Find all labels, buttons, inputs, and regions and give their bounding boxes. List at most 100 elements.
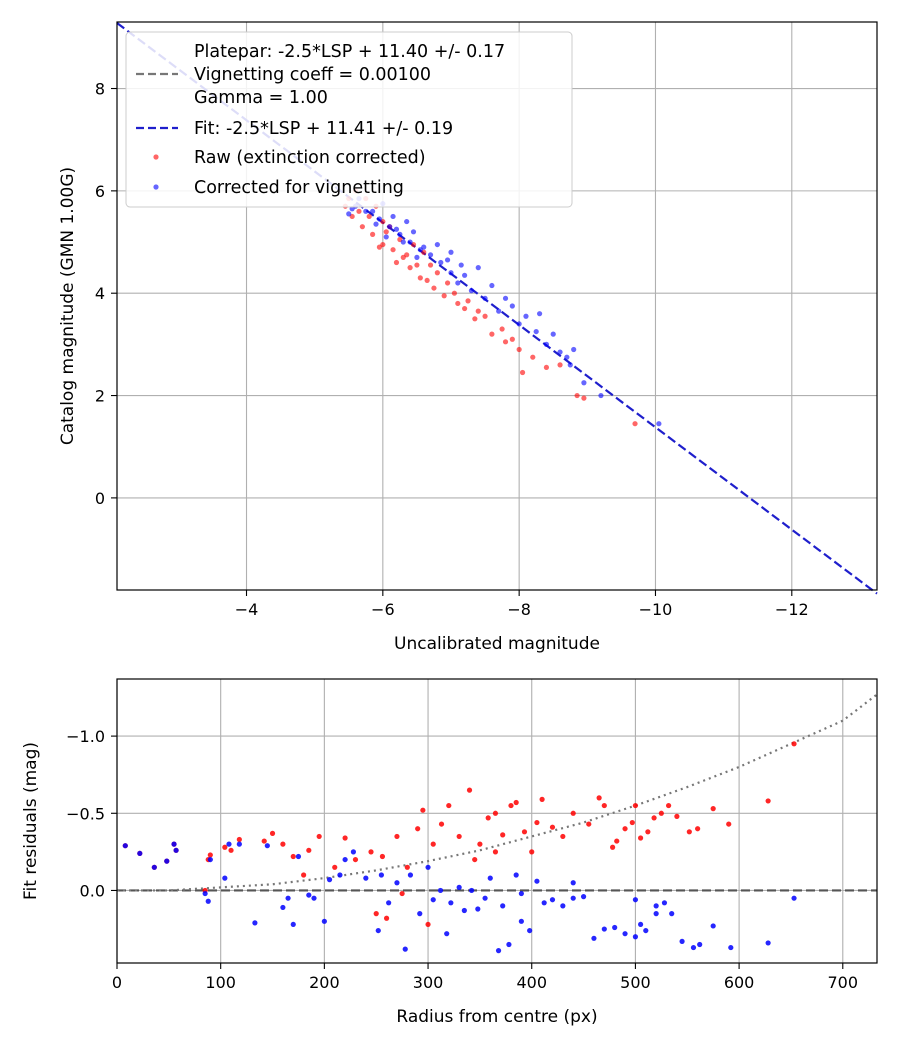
residuals-raw-point: [508, 802, 514, 809]
residuals-corrected-point: [765, 940, 771, 946]
residuals-corrected-point: [326, 877, 333, 883]
legend-platepar-label: Platepar: -2.5*LSP + 11.40 +/- 0.17: [194, 42, 505, 62]
calibration-corrected-point: [516, 321, 522, 327]
residuals-corrected-point: [417, 911, 423, 917]
residuals-raw-point: [638, 835, 644, 841]
calibration-raw-point: [356, 208, 362, 214]
residuals-corrected-point: [653, 903, 659, 909]
calibration-corrected-point: [533, 328, 539, 335]
calibration-corrected-point: [376, 216, 383, 222]
residuals-corrected-point: [285, 895, 291, 901]
residuals-corrected-point: [622, 931, 628, 937]
residuals-raw-point: [529, 849, 535, 855]
residuals-corrected-point: [469, 887, 475, 894]
calibration-corrected-point: [434, 241, 440, 248]
calibration-x-tick-label: −12: [775, 600, 809, 619]
calibration-corrected-point: [523, 313, 529, 319]
residuals-y-tick-label: −0.5: [66, 804, 105, 823]
residuals-y-tick-label: 0.0: [80, 881, 105, 900]
residuals-raw-point: [207, 852, 213, 858]
calibration-corrected-point: [581, 380, 587, 386]
calibration-corrected-point: [537, 311, 543, 317]
calibration-corrected-point: [571, 346, 577, 353]
calibration-raw-point: [441, 293, 447, 299]
residuals-raw-point: [596, 795, 602, 801]
calibration-raw-point: [502, 339, 509, 345]
calibration-plot-frame: [116, 21, 878, 591]
calibration-corrected-point: [448, 249, 454, 255]
calibration-corrected-point: [550, 331, 556, 337]
residuals-corrected-point: [728, 944, 734, 951]
residuals-raw-point: [791, 741, 797, 747]
residuals-corrected-point: [697, 941, 703, 948]
calibration-corrected-point: [370, 208, 376, 214]
residuals-corrected-point: [425, 864, 431, 870]
calibration-corrected-point: [557, 349, 563, 355]
residuals-corrected-point: [495, 948, 502, 954]
calibration-corrected-point: [468, 288, 475, 294]
residuals-corrected-point: [363, 875, 369, 881]
residuals-raw-point: [446, 802, 452, 809]
calibration-corrected-point: [502, 295, 509, 301]
residuals-raw-point: [560, 833, 566, 840]
residuals-corrected-point: [226, 841, 232, 847]
residuals-plot-frame: [116, 678, 878, 964]
residuals-raw-point: [404, 864, 410, 870]
calibration-corrected-point: [387, 224, 393, 230]
calibration-corrected-point: [448, 270, 454, 276]
calibration-raw-point: [581, 395, 587, 401]
residuals-corrected-point: [527, 927, 533, 934]
residuals-y-axis-label: Fit residuals (mag): [21, 742, 41, 900]
residuals-raw-point: [415, 826, 421, 832]
residuals-raw-point: [492, 849, 499, 855]
residuals-x-tick-label: 100: [205, 973, 236, 992]
calibration-corrected-point: [455, 280, 461, 286]
residuals-y-tick-label: −1.0: [66, 727, 105, 746]
residuals-raw-point: [438, 821, 445, 827]
residuals-corrected-point: [690, 944, 697, 951]
calibration-raw-point: [414, 262, 420, 268]
residuals-corrected-point: [500, 903, 506, 909]
calibration-corrected-point: [438, 259, 444, 266]
residuals-corrected-point: [506, 941, 512, 948]
residuals-corrected-point: [407, 872, 414, 878]
calibration-y-tick-label: 2: [95, 387, 105, 406]
calibration-corrected-point: [509, 303, 515, 309]
residuals-lines: [117, 693, 878, 892]
residuals-raw-point: [301, 872, 307, 878]
legend-corrected-label: Corrected for vignetting: [194, 178, 404, 198]
calibration-corrected-point: [458, 262, 464, 268]
residuals-corrected-point: [173, 847, 179, 853]
residuals-corrected-point: [513, 872, 519, 878]
residuals-corrected-point: [580, 894, 587, 900]
residuals-corrected-point: [375, 927, 381, 934]
calibration-raw-point: [366, 213, 372, 220]
residuals-corrected-point: [402, 946, 408, 952]
residuals-corrected-point: [137, 850, 143, 857]
calibration-corrected-point: [404, 218, 410, 225]
residuals-corrected-point: [632, 934, 639, 940]
residuals-raw-point: [726, 821, 732, 827]
residuals-raw-point: [622, 826, 628, 832]
calibration-corrected-point: [363, 208, 369, 214]
residuals-raw-point: [379, 853, 386, 860]
residuals-raw-point: [425, 921, 431, 928]
residuals-raw-point: [332, 864, 338, 870]
legend-box: [125, 31, 573, 208]
legend-vignetting-label: Vignetting coeff = 0.00100: [194, 65, 431, 85]
residuals-corrected-point: [791, 895, 797, 901]
calibration-x-tick-label: −10: [639, 600, 673, 619]
residuals-corrected-point: [386, 900, 392, 906]
residuals-raw-point: [368, 849, 374, 855]
residuals-corrected-point: [311, 895, 317, 901]
calibration-corrected-point: [400, 239, 406, 245]
residuals-raw-point: [765, 798, 771, 804]
residuals-raw-point: [316, 833, 322, 840]
calibration-corrected-point: [414, 254, 420, 260]
residuals-raw-point: [261, 838, 267, 844]
calibration-x-tick-label: −4: [235, 600, 259, 619]
residuals-corrected-point: [236, 841, 242, 847]
calibration-y-axis-label: Catalog magnitude (GMN 1.00G): [58, 167, 78, 445]
residuals-corrected-point: [321, 918, 327, 924]
